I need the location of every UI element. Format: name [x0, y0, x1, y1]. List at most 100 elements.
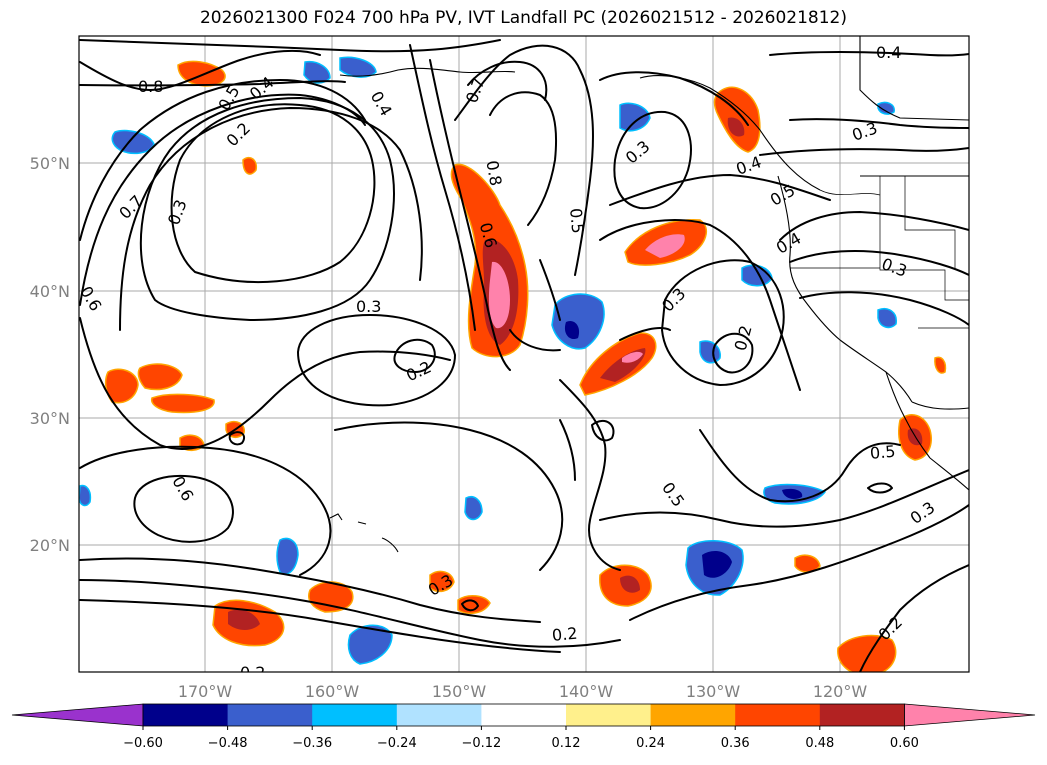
pv-contour: [297, 314, 456, 407]
pv-contour: [591, 419, 615, 442]
ivt-blob: [702, 550, 732, 578]
colorbar-extend-high: [904, 703, 1036, 727]
ivt-shading: [79, 56, 947, 672]
pv-contour: [79, 445, 332, 576]
contour-label: 0.4: [734, 152, 764, 179]
lat-labels: 50°N 40°N 30°N 20°N: [30, 154, 70, 555]
colorbar-extend-low: [11, 703, 144, 727]
pv-contour: [539, 259, 561, 321]
pv-contour: [559, 379, 621, 571]
pv-contour: [661, 259, 785, 386]
contour-label: 0.3: [879, 254, 909, 281]
ivt-blob: [551, 293, 605, 350]
contour-label: 0.3: [356, 297, 381, 316]
pv-contour: [712, 332, 754, 374]
ivt-blob: [727, 117, 745, 137]
pv-contour: [559, 419, 576, 481]
map-area: 0.8 0.5 0.4 0.2 0.4 0.7 0.3 0.6 0.3 0.2 …: [76, 36, 969, 682]
contour-label: 0.4: [367, 88, 396, 120]
ivt-blob: [339, 56, 377, 78]
ivt-blob: [276, 537, 299, 575]
ivt-blob: [111, 129, 155, 155]
pv-contour: [409, 44, 476, 331]
contour-label: 0.2: [551, 624, 578, 645]
contour-label: 0.3: [658, 284, 689, 315]
pv-contour: [79, 79, 366, 241]
map-title: 2026021300 F024 700 hPa PV, IVT Landfall…: [199, 8, 847, 28]
pv-contour: [79, 557, 541, 623]
pv-contour: [789, 118, 969, 129]
pv-contour: [119, 107, 423, 331]
ivt-blob: [837, 634, 897, 672]
colorbar-segment: [143, 704, 229, 726]
ivt-blob: [622, 351, 643, 363]
contour-label: 0.5: [767, 180, 799, 209]
ivt-blob: [645, 234, 685, 258]
contour-labels: 0.8 0.5 0.4 0.2 0.4 0.7 0.3 0.6 0.3 0.2 …: [76, 43, 939, 682]
pv-contour: [613, 110, 692, 210]
pv-contour: [867, 482, 893, 494]
pv-contour: [759, 147, 969, 156]
colorbar-segment: [396, 704, 482, 726]
pv-contour: [769, 50, 969, 57]
colorbar-tick-label: 0.60: [890, 736, 919, 751]
colorbar-ticks: −0.60 −0.48 −0.36 −0.24 −0.12 0.12 0.24 0.36 0.4…: [123, 726, 919, 751]
colorbar-tick-label: −0.36: [292, 736, 332, 751]
colorbar-tick-label: 0.24: [636, 736, 665, 751]
pv-contour: [79, 599, 561, 653]
contour-label: 0.2: [403, 357, 434, 385]
pv-contour: [599, 71, 749, 126]
lon-label: 130°W: [686, 682, 741, 701]
lon-label: 150°W: [432, 682, 487, 701]
colorbar-segment: [735, 704, 821, 726]
pv-contour: [859, 564, 969, 672]
pv-contour: [139, 97, 395, 321]
colorbar-segment: [481, 704, 567, 726]
colorbar-segment: [566, 704, 652, 726]
contour-label: 0.5: [566, 207, 587, 234]
contour-label: 0.2: [240, 663, 265, 682]
pv-contour: [79, 93, 366, 306]
pv-contour: [629, 504, 969, 621]
lat-label: 20°N: [30, 536, 70, 555]
pv-contour: [79, 317, 451, 450]
lat-label: 50°N: [30, 154, 70, 173]
pv-contours: [79, 39, 969, 672]
contour-label: 0.5: [869, 442, 896, 463]
pv-contour: [699, 429, 901, 503]
colorbar-tick-label: −0.48: [208, 736, 248, 751]
contour-label: 0.2: [223, 119, 254, 150]
contour-label: 0.6: [76, 283, 105, 315]
ivt-blob: [699, 340, 721, 364]
colorbar-segment: [312, 704, 398, 726]
pv-contour: [170, 103, 376, 284]
ivt-blob: [150, 393, 215, 414]
ivt-blob: [464, 496, 483, 521]
colorbar-tick-label: −0.24: [377, 736, 417, 751]
ivt-blob: [79, 484, 92, 507]
contour-label: 0.8: [482, 159, 505, 187]
colorbar-tick-label: 0.12: [552, 736, 581, 751]
lon-label: 170°W: [178, 682, 233, 701]
colorbar-segment: [227, 704, 313, 726]
pv-contour: [599, 469, 969, 528]
ivt-blob: [620, 575, 640, 593]
pv-contour: [228, 431, 246, 446]
lat-label: 40°N: [30, 282, 70, 301]
ivt-blob: [782, 488, 803, 499]
pv-contour: [799, 291, 969, 326]
pv-contour: [489, 91, 558, 226]
lon-label: 140°W: [559, 682, 614, 701]
pv-contour: [509, 329, 561, 352]
contour-label: 0.5: [658, 479, 688, 511]
ivt-blob: [137, 363, 183, 391]
map-frame: [78, 35, 970, 673]
colorbar-tick-label: 0.36: [721, 736, 750, 751]
pv-contour: [599, 219, 801, 391]
colorbar-tick-label: −0.12: [461, 736, 501, 751]
ivt-blob: [619, 102, 651, 132]
ivt-blob: [429, 570, 455, 593]
contour-label: 0.3: [907, 498, 939, 528]
pv-contour: [334, 421, 564, 571]
